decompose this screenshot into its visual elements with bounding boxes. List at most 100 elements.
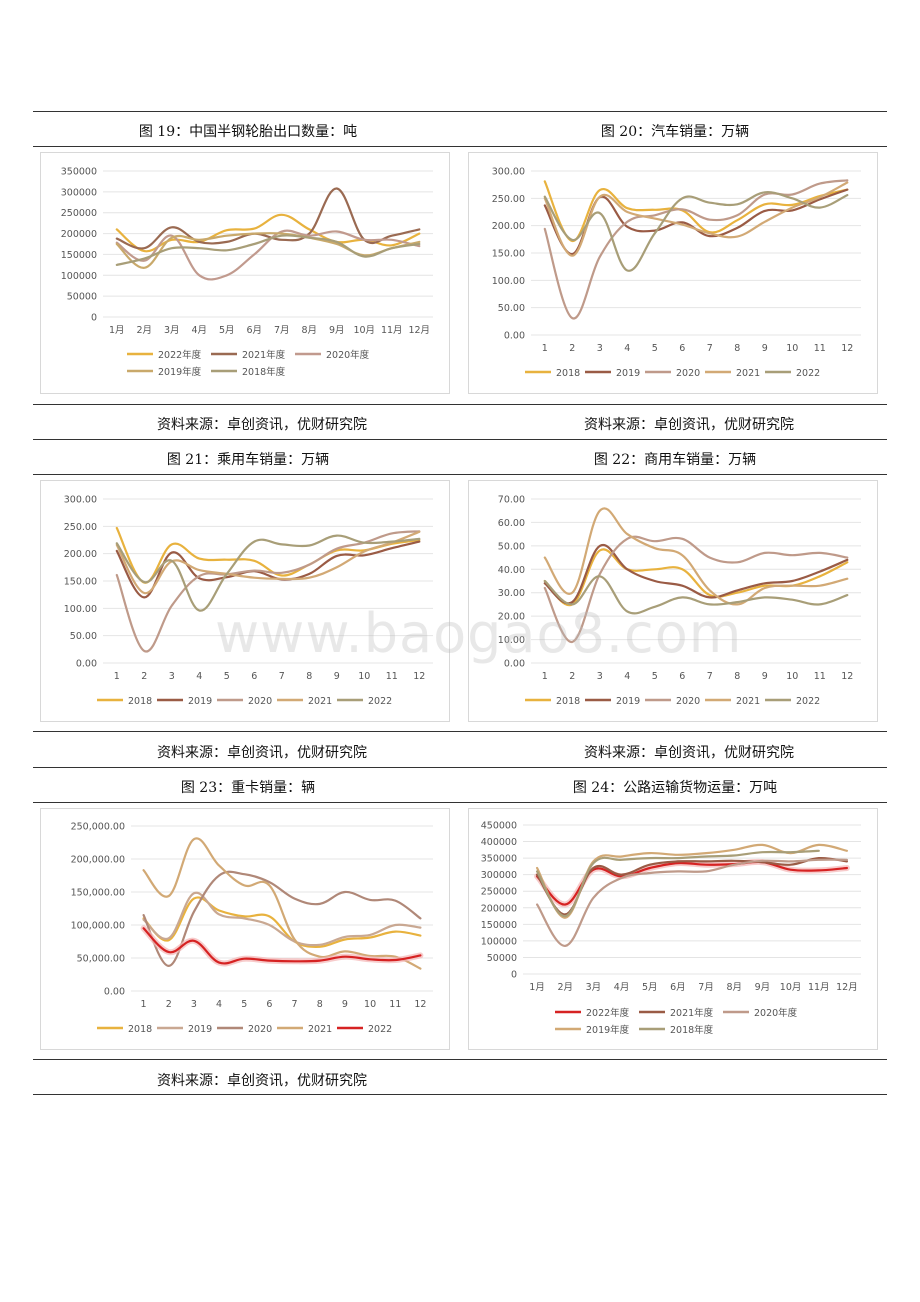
x-tick-label: 12 xyxy=(841,343,853,354)
chart-road-freight: 0 50000 100000 150000 200000 250000 300000 3500… xyxy=(468,808,878,1050)
x-tick-label: 11 xyxy=(389,999,401,1010)
series-line-2020年度 xyxy=(536,858,848,947)
legend-label: 2020年度 xyxy=(326,349,370,361)
y-tick-label: 50,000.00 xyxy=(77,954,125,965)
x-tick-label: 10 xyxy=(358,671,370,682)
x-tick-label: 5 xyxy=(224,671,230,682)
x-tick-label: 2 xyxy=(569,671,575,682)
y-tick-label: 50.00 xyxy=(498,541,525,552)
x-tick-label: 5 xyxy=(652,343,658,354)
y-tick-label: 300.00 xyxy=(492,167,525,178)
y-tick-label: 0.00 xyxy=(504,659,525,670)
y-tick-label: 300000 xyxy=(481,870,517,881)
x-tick-label: 11 xyxy=(386,671,398,682)
x-tick-label: 7 xyxy=(279,671,285,682)
figure-title: 图 19：中国半钢轮胎出口数量：吨 xyxy=(138,124,358,140)
legend-label: 2018 xyxy=(128,696,152,707)
source-note: 资料来源：卓创资讯，优财研究院 xyxy=(584,745,794,761)
series-line-2021 xyxy=(543,507,849,606)
series-line-2021 xyxy=(543,181,849,257)
x-tick-label: 2月 xyxy=(136,325,152,336)
x-tick-label: 2 xyxy=(141,671,147,682)
source-note: 资料来源：卓创资讯，优财研究院 xyxy=(157,745,367,761)
legend-label: 2019 xyxy=(188,1024,212,1035)
rule-bottom xyxy=(33,1094,887,1095)
chart-heavy-truck-sales: 0.00 50,000.00 100,000.00 150,000.00 200,000… xyxy=(40,808,450,1050)
x-tick-label: 2 xyxy=(569,343,575,354)
x-tick-label: 2 xyxy=(166,999,172,1010)
series-line-2019 xyxy=(543,543,849,605)
y-tick-label: 100000 xyxy=(61,271,97,282)
legend-label: 2021年度 xyxy=(242,349,286,361)
x-tick-label: 5 xyxy=(241,999,247,1010)
series-line-2020年度 xyxy=(115,229,421,281)
y-tick-label: 200000 xyxy=(61,229,97,240)
series-line-2019 xyxy=(142,891,422,947)
source-note: 资料来源：卓创资讯，优财研究院 xyxy=(157,1073,367,1089)
rule xyxy=(33,404,887,405)
legend-label: 2019 xyxy=(616,696,640,707)
y-tick-label: 70.00 xyxy=(498,495,525,506)
legend-label: 2019年度 xyxy=(158,366,202,378)
x-tick-label: 4 xyxy=(216,999,222,1010)
x-tick-label: 3月 xyxy=(586,982,602,993)
legend-label: 2018 xyxy=(556,368,580,379)
y-tick-label: 250.00 xyxy=(492,194,525,205)
rule-top xyxy=(33,111,887,112)
x-tick-label: 11月 xyxy=(808,982,830,993)
legend-label: 2018年度 xyxy=(242,366,286,378)
x-tick-label: 3 xyxy=(169,671,175,682)
x-tick-label: 12 xyxy=(413,671,425,682)
x-tick-label: 3 xyxy=(191,999,197,1010)
y-tick-label: 200,000.00 xyxy=(71,855,125,866)
y-tick-label: 50.00 xyxy=(498,303,525,314)
x-tick-label: 6 xyxy=(679,343,685,354)
x-tick-label: 6 xyxy=(679,671,685,682)
y-tick-label: 60.00 xyxy=(498,518,525,529)
legend-label: 2018 xyxy=(128,1024,152,1035)
x-tick-label: 1 xyxy=(114,671,120,682)
rule xyxy=(33,1059,887,1060)
x-tick-label: 5月 xyxy=(642,982,658,993)
legend-label: 2022 xyxy=(368,1024,392,1035)
rule xyxy=(33,802,887,803)
x-tick-label: 7月 xyxy=(274,325,290,336)
y-tick-label: 150000 xyxy=(61,250,97,261)
series-line-2018年度 xyxy=(115,234,421,266)
legend-label: 2020 xyxy=(248,1024,272,1035)
legend-label: 2021 xyxy=(736,696,760,707)
legend-label: 2021 xyxy=(308,1024,332,1035)
chart-passenger-sales: 0.00 50.00 100.00 150.00 200.00 250.00 300.00 1… xyxy=(40,480,450,722)
x-tick-label: 10 xyxy=(786,671,798,682)
legend-label: 2020 xyxy=(676,696,700,707)
legend-label: 2018年度 xyxy=(670,1024,714,1036)
source-note: 资料来源：卓创资讯，优财研究院 xyxy=(584,417,794,433)
series-line-2019 xyxy=(115,540,421,599)
x-tick-label: 10月 xyxy=(353,325,375,336)
x-tick-label: 8 xyxy=(306,671,312,682)
x-tick-label: 2月 xyxy=(557,982,573,993)
series-line-2021 xyxy=(142,837,422,970)
series-line-2020 xyxy=(543,179,849,320)
y-tick-label: 350000 xyxy=(61,167,97,178)
y-tick-label: 200.00 xyxy=(64,549,97,560)
series-line-2022 xyxy=(115,534,421,612)
legend-label: 2019 xyxy=(188,696,212,707)
figure-title: 图 20：汽车销量：万辆 xyxy=(600,124,750,140)
x-tick-label: 8月 xyxy=(726,982,742,993)
x-tick-label: 9 xyxy=(334,671,340,682)
legend-label: 2020年度 xyxy=(754,1007,798,1019)
x-tick-label: 12 xyxy=(841,671,853,682)
y-tick-label: 250000 xyxy=(481,887,517,898)
y-tick-label: 40.00 xyxy=(498,565,525,576)
y-tick-label: 250.00 xyxy=(64,522,97,533)
x-tick-label: 9月 xyxy=(755,982,771,993)
legend-label: 2019 xyxy=(616,368,640,379)
x-tick-label: 10 xyxy=(364,999,376,1010)
y-tick-label: 150.00 xyxy=(64,577,97,588)
y-tick-label: 150000 xyxy=(481,920,517,931)
series-line-2018 xyxy=(142,896,422,948)
x-tick-label: 7 xyxy=(707,343,713,354)
legend-label: 2019年度 xyxy=(586,1024,630,1036)
x-tick-label: 1月 xyxy=(109,325,125,336)
